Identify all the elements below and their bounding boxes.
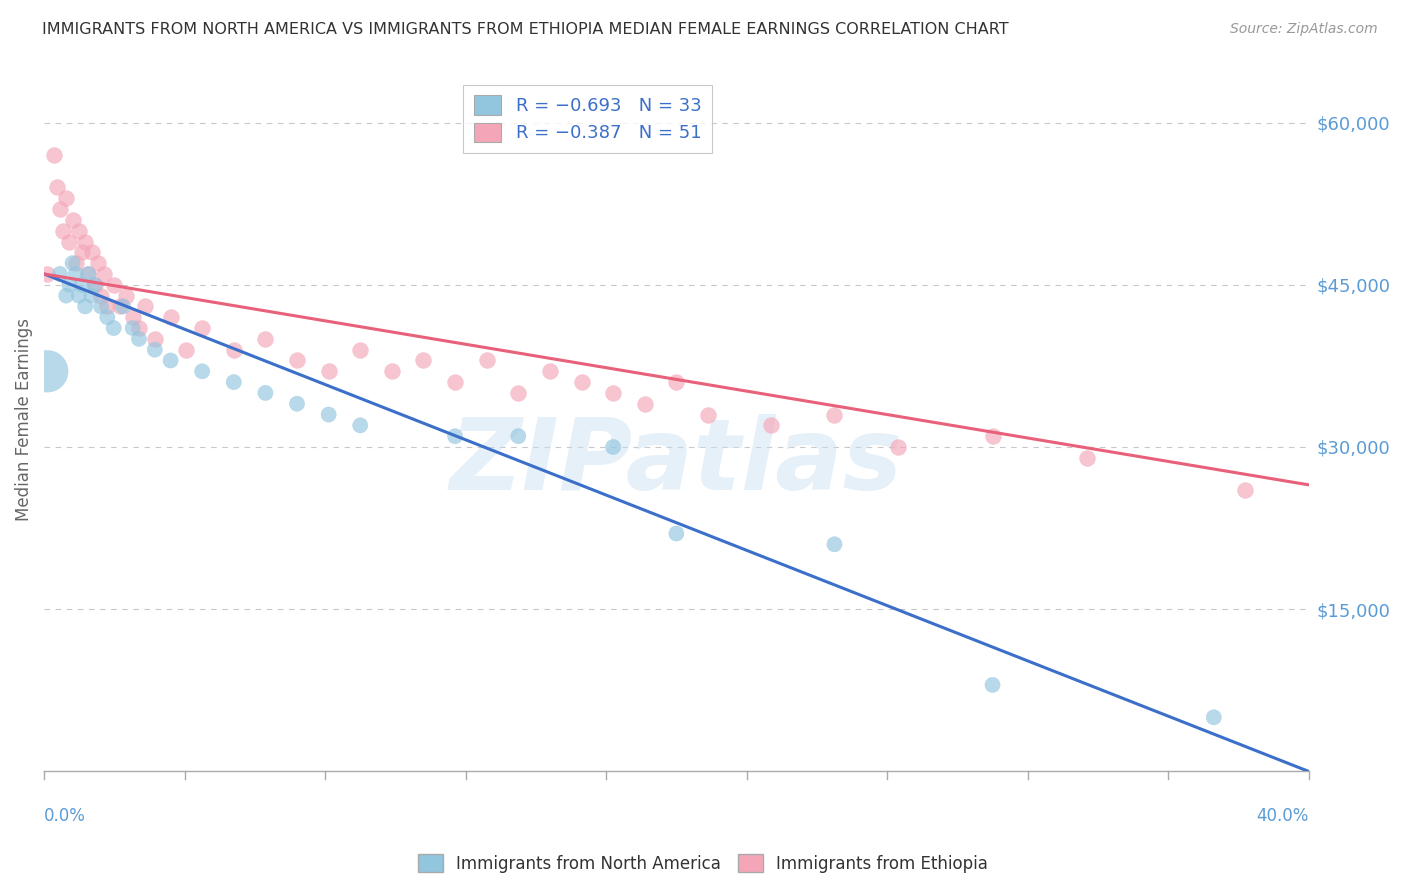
Point	[602, 440, 624, 454]
Point	[538, 364, 561, 378]
Point	[83, 277, 105, 292]
Point	[37, 267, 59, 281]
Point	[80, 288, 103, 302]
Point	[96, 300, 118, 314]
Text: 0.0%: 0.0%	[44, 806, 86, 824]
Point	[121, 321, 143, 335]
Point	[87, 256, 110, 270]
Point	[1076, 450, 1098, 465]
Point	[886, 440, 908, 454]
Point	[58, 235, 80, 249]
Point	[90, 300, 112, 314]
Point	[52, 224, 75, 238]
Point	[191, 321, 214, 335]
Point	[77, 267, 100, 281]
Point	[381, 364, 404, 378]
Text: IMMIGRANTS FROM NORTH AMERICA VS IMMIGRANTS FROM ETHIOPIA MEDIAN FEMALE EARNINGS: IMMIGRANTS FROM NORTH AMERICA VS IMMIGRA…	[42, 22, 1010, 37]
Point	[285, 353, 308, 368]
Point	[42, 148, 65, 162]
Point	[90, 288, 112, 302]
Point	[75, 300, 97, 314]
Point	[55, 191, 77, 205]
Point	[254, 386, 277, 401]
Point	[285, 397, 308, 411]
Point	[77, 267, 100, 281]
Point	[444, 429, 467, 443]
Point	[1202, 710, 1225, 724]
Text: ZIPatlas: ZIPatlas	[450, 414, 903, 510]
Point	[37, 364, 59, 378]
Point	[96, 310, 118, 325]
Point	[75, 235, 97, 249]
Point	[108, 300, 131, 314]
Point	[83, 277, 105, 292]
Point	[508, 429, 530, 443]
Point	[761, 418, 783, 433]
Point	[981, 678, 1004, 692]
Point	[222, 343, 245, 357]
Point	[58, 277, 80, 292]
Point	[318, 364, 340, 378]
Point	[412, 353, 434, 368]
Point	[93, 267, 115, 281]
Point	[318, 408, 340, 422]
Point	[45, 180, 67, 194]
Point	[254, 332, 277, 346]
Point	[349, 343, 371, 357]
Point	[222, 375, 245, 389]
Point	[49, 202, 72, 216]
Point	[1234, 483, 1257, 498]
Point	[80, 245, 103, 260]
Point	[67, 288, 90, 302]
Point	[70, 245, 93, 260]
Point	[128, 321, 150, 335]
Point	[143, 343, 166, 357]
Point	[128, 332, 150, 346]
Point	[823, 408, 845, 422]
Point	[103, 277, 125, 292]
Point	[65, 267, 87, 281]
Y-axis label: Median Female Earnings: Median Female Earnings	[15, 318, 32, 522]
Point	[823, 537, 845, 551]
Point	[159, 353, 181, 368]
Text: 40.0%: 40.0%	[1257, 806, 1309, 824]
Point	[602, 386, 624, 401]
Point	[55, 288, 77, 302]
Text: Source: ZipAtlas.com: Source: ZipAtlas.com	[1230, 22, 1378, 37]
Point	[176, 343, 198, 357]
Point	[65, 256, 87, 270]
Point	[134, 300, 156, 314]
Point	[112, 300, 135, 314]
Point	[49, 267, 72, 281]
Point	[62, 213, 84, 227]
Point	[191, 364, 214, 378]
Point	[143, 332, 166, 346]
Point	[981, 429, 1004, 443]
Point	[444, 375, 467, 389]
Legend: R = −0.693   N = 33, R = −0.387   N = 51: R = −0.693 N = 33, R = −0.387 N = 51	[464, 85, 713, 153]
Point	[62, 256, 84, 270]
Point	[103, 321, 125, 335]
Point	[349, 418, 371, 433]
Point	[67, 224, 90, 238]
Point	[159, 310, 181, 325]
Point	[121, 310, 143, 325]
Point	[697, 408, 720, 422]
Point	[475, 353, 498, 368]
Point	[665, 375, 688, 389]
Point	[508, 386, 530, 401]
Point	[571, 375, 593, 389]
Legend: Immigrants from North America, Immigrants from Ethiopia: Immigrants from North America, Immigrant…	[412, 847, 994, 880]
Point	[70, 277, 93, 292]
Point	[634, 397, 657, 411]
Point	[115, 288, 138, 302]
Point	[665, 526, 688, 541]
